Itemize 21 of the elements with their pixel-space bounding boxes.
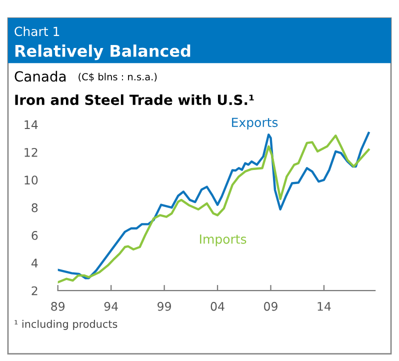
x-tick-label: 94 [104,302,118,311]
y-tick-label: 14 [24,120,38,130]
y-tick-label: 8 [32,203,38,212]
y-tick-label: 6 [32,230,38,240]
text: (C$ blns : n.s.a.) [78,72,157,82]
x-tick-label: 14 [318,302,331,311]
series-label: Imports [200,234,246,246]
y-tick-label: 4 [31,258,38,268]
text: Canada [14,70,66,82]
x-tick-label: 89 [51,302,65,311]
caption: Chart 1 [14,26,60,36]
y-tick-label: 10 [24,176,38,185]
text: ¹ including products [14,320,118,330]
chart-title: Relatively Balanced [15,44,190,60]
x-tick-label: 04 [210,302,224,311]
series-label: Exports [232,118,278,130]
y-tick-label: 12 [24,148,38,157]
chart-subtitle: Iron and Steel Trade with U.S.¹ [15,94,254,106]
x-tick-label: 99 [158,302,171,311]
y-tick-label: 2 [32,286,38,296]
x-tick-label: 09 [264,302,278,311]
